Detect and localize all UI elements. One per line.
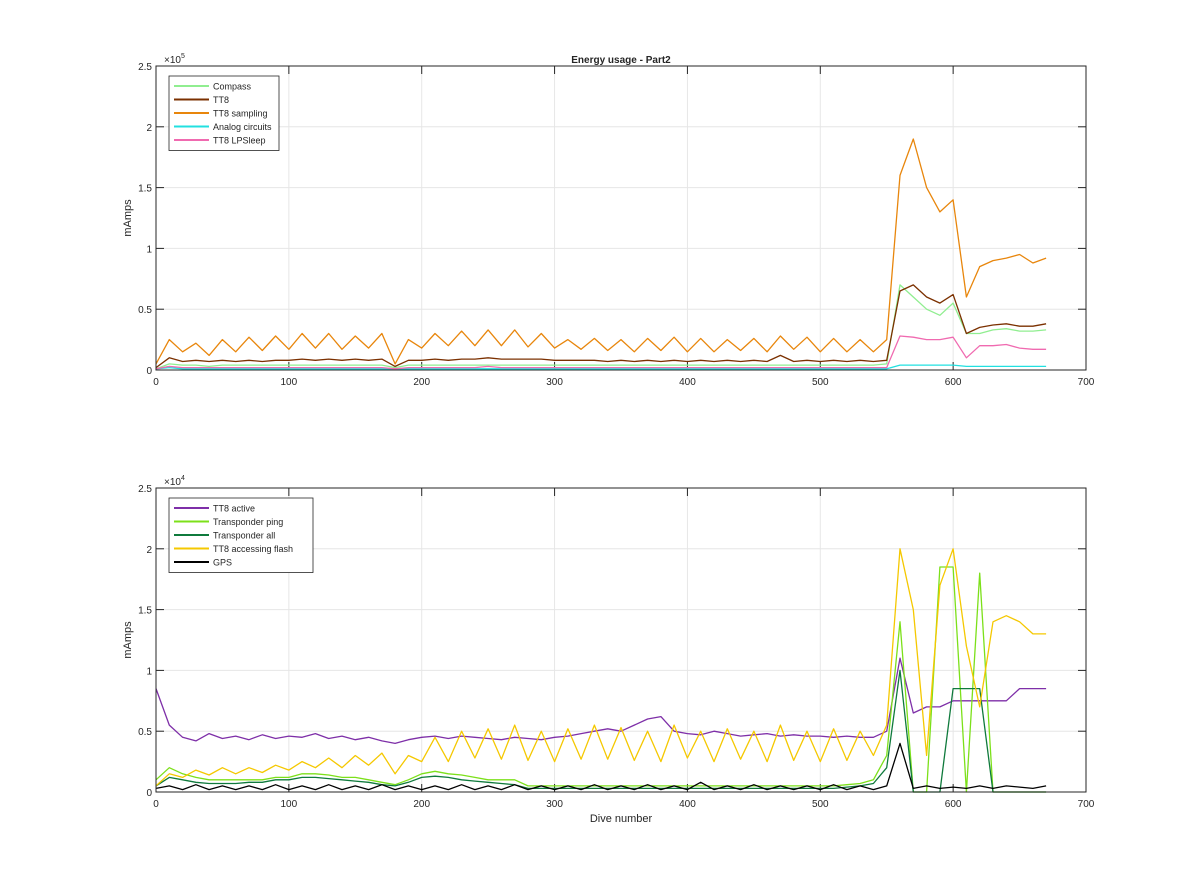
y-tick-label: 0.5 <box>138 305 152 316</box>
series-line-tt8 <box>155 284 1047 369</box>
x-tick-label: 200 <box>413 799 430 810</box>
legend-label: TT8 <box>213 95 229 105</box>
legend-label: Analog circuits <box>213 122 272 132</box>
legend-label: TT8 LPSleep <box>213 136 266 146</box>
series-line-tt8-lpsleep <box>155 335 1047 370</box>
y-tick-label: 0 <box>146 366 152 377</box>
y-tick-label: 0.5 <box>138 727 152 738</box>
legend-label: Transponder all <box>213 531 275 541</box>
series-line-gps <box>155 742 1047 791</box>
y-axis-label: mAmps <box>122 199 134 237</box>
y-exponent-label: ×104 <box>164 475 185 488</box>
y-tick-label: 1.5 <box>138 184 152 195</box>
y-tick-label: 2 <box>146 123 152 134</box>
y-tick-label: 2.5 <box>138 62 152 73</box>
legend-label: TT8 active <box>213 504 255 514</box>
y-exponent: 5 <box>181 53 185 60</box>
x-tick-label: 700 <box>1078 377 1095 388</box>
axes-2: 0 100 200 300 400 500 600 700 0 0.5 1 1.5 2 2.5 ×104 Di… <box>122 475 1095 825</box>
axes-1: 0 100 200 300 400 500 600 700 0 0.5 1 1.5 2 2.5 ×105 En… <box>122 53 1095 388</box>
x-tick-label: 600 <box>945 799 962 810</box>
y-exponent-label: ×105 <box>164 53 185 66</box>
plot-area <box>156 66 1086 370</box>
series-line-tt8-accessing-flash <box>155 548 1047 787</box>
series-line-transponder-ping <box>155 566 1047 793</box>
y-tick-label: 1.5 <box>138 606 152 617</box>
legend-label: Compass <box>213 82 252 92</box>
x-tick-label: 0 <box>153 377 159 388</box>
y-tick-label: 2 <box>146 545 152 556</box>
y-tick-label: 1 <box>146 244 152 255</box>
x-axis-label: Dive number <box>590 813 653 825</box>
x-tick-label: 100 <box>281 377 298 388</box>
y-tick-label: 0 <box>146 788 152 799</box>
legend: TT8 active Transponder ping Transponder al… <box>168 497 314 573</box>
legend: Compass TT8 TT8 sampling Analog circuits TT8… <box>168 75 280 151</box>
series-line-transponder-all <box>155 669 1047 793</box>
series-line-tt8-active <box>155 657 1047 745</box>
y-tick-label: 1 <box>146 666 152 677</box>
chart-title: Energy usage - Part2 <box>571 55 671 66</box>
y-exponent: 4 <box>181 475 185 482</box>
x-tick-label: 500 <box>812 377 829 388</box>
legend-label: TT8 accessing flash <box>213 544 293 554</box>
legend-label: TT8 sampling <box>213 109 268 119</box>
x-tick-label: 300 <box>546 799 563 810</box>
x-tick-label: 0 <box>153 799 159 810</box>
series-line-tt8-sampling <box>155 138 1047 365</box>
series-line-compass <box>155 284 1047 370</box>
legend-label: GPS <box>213 558 232 568</box>
x-tick-label: 200 <box>413 377 430 388</box>
x-tick-label: 400 <box>679 377 696 388</box>
x-tick-label: 700 <box>1078 799 1095 810</box>
x-tick-label: 100 <box>281 799 298 810</box>
x-tick-label: 500 <box>812 799 829 810</box>
x-tick-label: 300 <box>546 377 563 388</box>
legend-label: Transponder ping <box>213 517 283 527</box>
axes-box <box>155 65 1087 371</box>
x-tick-label: 600 <box>945 377 962 388</box>
y-tick-label: 2.5 <box>138 484 152 495</box>
axes-box <box>155 487 1087 793</box>
x-tick-label: 400 <box>679 799 696 810</box>
series-line-analog-circuits <box>155 364 1047 370</box>
y-axis-label: mAmps <box>122 621 134 659</box>
